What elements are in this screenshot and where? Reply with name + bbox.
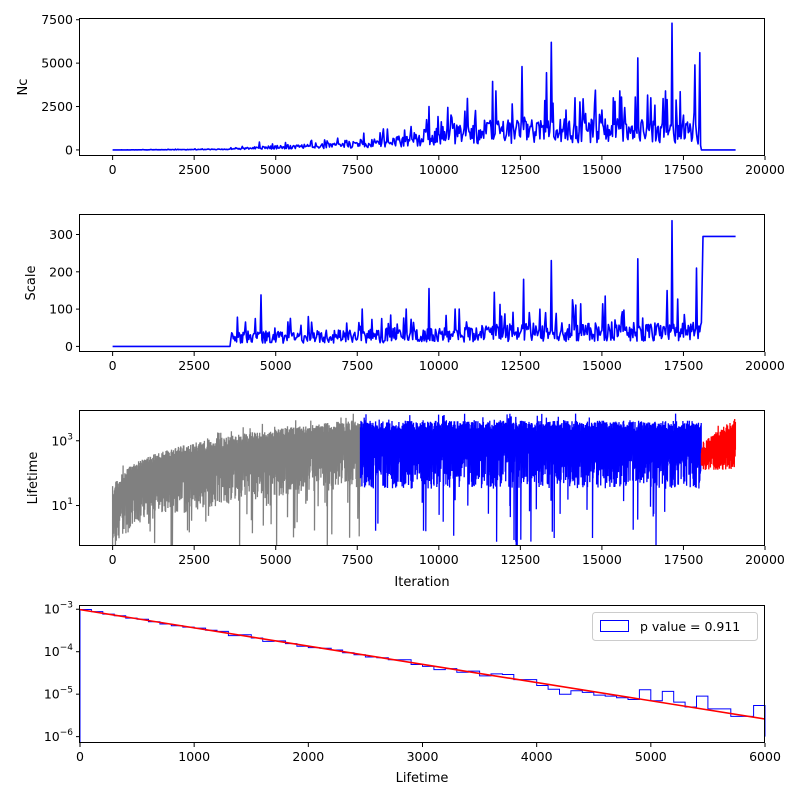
x-tick-label: 0 — [76, 749, 84, 764]
x-tick-label: 3000 — [407, 749, 439, 764]
x-tick-label: 12500 — [500, 162, 540, 177]
iteration-xlabel: Iteration — [394, 575, 449, 590]
nc-plot-area — [112, 22, 736, 151]
y-tick-label: 0 — [65, 142, 73, 157]
lifetime-segment — [700, 418, 737, 470]
lifetime-segment — [359, 413, 702, 546]
y-tick-label: 10−4 — [44, 643, 73, 659]
lifetime-frame — [79, 410, 765, 546]
lifetime-plot-area — [111, 413, 737, 546]
histogram-plot-area — [79, 608, 766, 743]
x-tick-label: 5000 — [260, 162, 292, 177]
series-line — [112, 22, 736, 151]
y-tick-label: 10−5 — [44, 686, 73, 702]
x-tick-label: 12500 — [500, 552, 540, 567]
lifetime-segment — [111, 413, 361, 546]
y-tick-label: 100 — [49, 302, 73, 317]
y-tick-label: 2500 — [41, 99, 73, 114]
nc-axes: 0 2500 5000 7500 10000 12500 15000 17500 20000 0 2… — [41, 12, 785, 177]
x-tick-label: 5000 — [635, 749, 667, 764]
x-tick-label: 20000 — [745, 358, 785, 373]
y-tick-label: 103 — [51, 432, 73, 448]
x-tick-label: 17500 — [664, 162, 704, 177]
scale-plot-area — [112, 219, 736, 348]
x-tick-label: 1000 — [178, 749, 210, 764]
y-tick-label: 101 — [51, 497, 73, 513]
x-tick-label: 10000 — [419, 552, 459, 567]
y-tick-label: 7500 — [41, 12, 73, 27]
lifetime-ylabel: Lifetime — [26, 452, 41, 505]
x-tick-label: 15000 — [582, 552, 622, 567]
scale-frame — [79, 214, 765, 352]
y-tick-label: 0 — [65, 339, 73, 354]
x-tick-label: 0 — [109, 358, 117, 373]
x-tick-label: 6000 — [749, 749, 781, 764]
fit-line — [79, 608, 766, 720]
scale-axes: 0 2500 5000 7500 10000 12500 15000 17500 20000 0 1… — [49, 227, 785, 373]
y-tick-label: 5000 — [41, 56, 73, 71]
x-tick-label: 12500 — [500, 358, 540, 373]
x-tick-label: 2000 — [292, 749, 324, 764]
y-tick-label: 10−3 — [44, 601, 73, 617]
x-tick-label: 2500 — [178, 358, 210, 373]
histogram-xlabel: Lifetime — [396, 771, 449, 786]
x-tick-label: 5000 — [260, 552, 292, 567]
x-tick-label: 15000 — [582, 358, 622, 373]
nc-ylabel: Nc — [16, 79, 31, 96]
x-tick-label: 0 — [109, 552, 117, 567]
scale-panel: 0 2500 5000 7500 10000 12500 15000 17500 20000 0 1… — [24, 214, 785, 373]
x-tick-label: 20000 — [745, 162, 785, 177]
series-line — [112, 219, 736, 348]
scale-ylabel: Scale — [24, 266, 39, 301]
x-tick-label: 17500 — [664, 358, 704, 373]
x-tick-label: 2500 — [178, 162, 210, 177]
histogram-frame — [79, 605, 765, 743]
x-tick-label: 7500 — [341, 552, 373, 567]
legend-box — [592, 612, 758, 641]
lifetime-axes: 0 2500 5000 7500 10000 12500 15000 17500 20000 10… — [51, 432, 785, 567]
x-tick-label: 20000 — [745, 552, 785, 567]
x-tick-label: 10000 — [419, 162, 459, 177]
x-tick-label: 0 — [109, 162, 117, 177]
lifetime-panel: 0 2500 5000 7500 10000 12500 15000 17500 20000 10… — [26, 410, 785, 590]
x-tick-label: 2500 — [178, 552, 210, 567]
nc-frame — [79, 18, 765, 156]
legend: p value = 0.911 — [592, 612, 758, 641]
x-tick-label: 7500 — [341, 358, 373, 373]
x-tick-label: 10000 — [419, 358, 459, 373]
y-tick-label: 10−6 — [44, 728, 73, 744]
x-tick-label: 4000 — [521, 749, 553, 764]
x-tick-label: 15000 — [582, 162, 622, 177]
y-tick-label: 200 — [49, 264, 73, 279]
histogram-panel: 0 1000 2000 3000 4000 5000 6000 10−6 10−5 10−4 10−… — [44, 601, 781, 786]
y-tick-label: 300 — [49, 227, 73, 242]
nc-panel: 0 2500 5000 7500 10000 12500 15000 17500 20000 0 2… — [16, 12, 785, 177]
x-tick-label: 17500 — [664, 552, 704, 567]
legend-label: p value = 0.911 — [640, 619, 740, 634]
x-tick-label: 5000 — [260, 358, 292, 373]
legend-swatch — [600, 620, 629, 632]
x-tick-label: 7500 — [341, 162, 373, 177]
